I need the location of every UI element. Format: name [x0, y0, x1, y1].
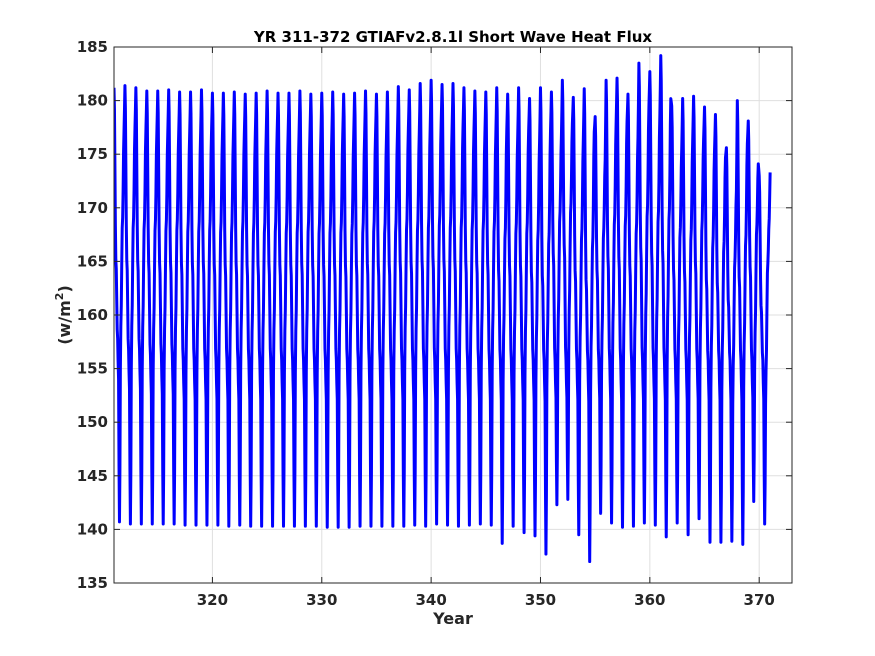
y-tick-label: 165	[77, 252, 108, 270]
x-tick-label: 330	[306, 591, 337, 609]
y-axis-title: (w/m2)	[53, 285, 74, 345]
x-tick-label: 360	[634, 591, 665, 609]
y-tick-label: 175	[77, 145, 108, 163]
axis-ticks	[114, 46, 792, 584]
y-tick-labels: 135 140 145 150 155 160 165 170 175 180 185	[77, 38, 108, 592]
x-tick-label: 370	[744, 591, 775, 609]
y-tick-label: 160	[77, 306, 108, 324]
x-tick-labels: 320 330 340 350 360 370	[197, 591, 775, 609]
chart-title: YR 311-372 GTIAFv2.8.1l Short Wave Heat …	[253, 28, 652, 46]
y-axis-title-main: (w/m	[55, 300, 74, 345]
y-tick-label: 180	[77, 92, 108, 110]
series-line	[114, 54, 772, 564]
x-tick-label: 340	[415, 591, 446, 609]
y-tick-label: 150	[77, 413, 108, 431]
y-axis-title-close: )	[55, 285, 74, 292]
y-tick-label: 145	[77, 467, 108, 485]
y-tick-label: 140	[77, 520, 108, 538]
y-tick-label: 170	[77, 199, 108, 217]
x-tick-label: 320	[197, 591, 228, 609]
y-axis-title-superscript: 2	[53, 293, 66, 301]
x-tick-label: 350	[525, 591, 556, 609]
y-tick-label: 185	[77, 38, 108, 56]
plot-area	[114, 54, 772, 564]
y-tick-label: 135	[77, 574, 108, 592]
y-tick-label: 155	[77, 360, 108, 378]
x-axis-title: Year	[432, 609, 473, 628]
